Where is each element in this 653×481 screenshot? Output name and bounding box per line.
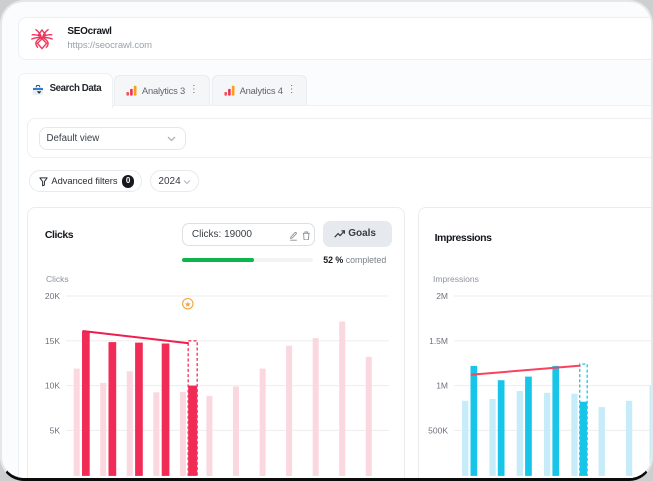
svg-text:20K: 20K bbox=[45, 291, 60, 301]
svg-text:1M: 1M bbox=[436, 381, 448, 391]
svg-text:Impressions: Impressions bbox=[433, 274, 479, 284]
svg-text:★: ★ bbox=[184, 300, 191, 309]
svg-text:500K: 500K bbox=[428, 425, 448, 435]
svg-text:2M: 2M bbox=[436, 291, 448, 301]
svg-text:1.5M: 1.5M bbox=[429, 336, 448, 346]
svg-text:Clicks: Clicks bbox=[46, 274, 69, 284]
svg-text:15K: 15K bbox=[45, 336, 60, 346]
svg-text:10K: 10K bbox=[45, 381, 60, 391]
svg-text:5K: 5K bbox=[49, 425, 60, 435]
